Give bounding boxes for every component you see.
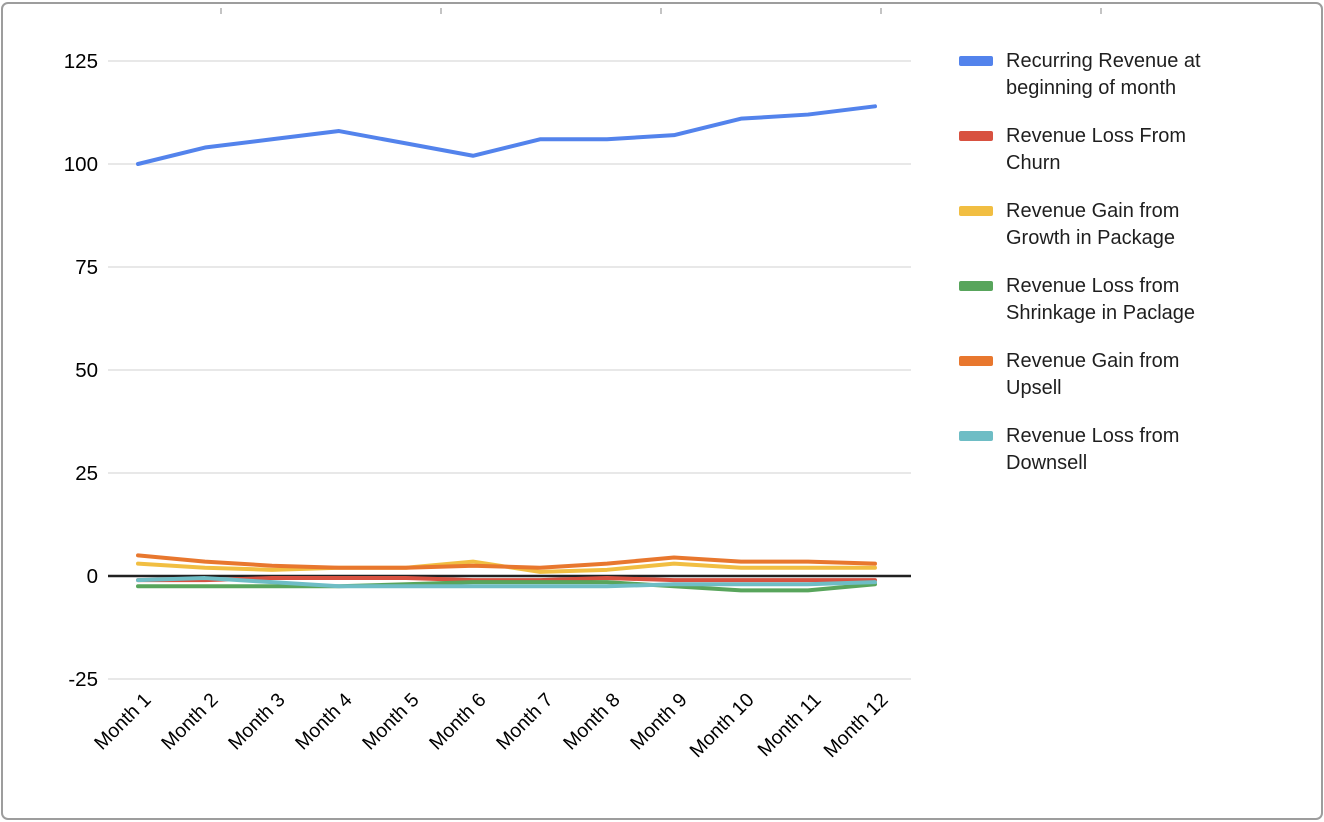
legend-label: Revenue Loss from Downsell bbox=[1006, 425, 1180, 474]
x-axis-tick-label: Month 4 bbox=[291, 689, 356, 754]
x-axis-tick-label: Month 3 bbox=[224, 689, 289, 754]
y-axis-tick-label: 0 bbox=[87, 565, 98, 588]
y-axis-tick-label: -25 bbox=[68, 668, 98, 691]
y-axis-tick-label: 25 bbox=[75, 462, 98, 485]
x-axis-tick-label: Month 8 bbox=[559, 689, 624, 754]
x-axis-tick-label: Month 11 bbox=[754, 689, 826, 761]
series-line bbox=[136, 580, 877, 593]
x-axis-tick-label: Month 6 bbox=[425, 689, 490, 754]
legend-entry-upsell: Revenue Gain from Upsell bbox=[959, 348, 1289, 402]
legend-label: Revenue Loss From Churn bbox=[1006, 125, 1187, 174]
legend-swatch-shrinkage bbox=[959, 281, 993, 291]
chart-legend: Recurring Revenue at beginning of month R… bbox=[959, 48, 1289, 477]
x-axis-tick-label: Month 5 bbox=[358, 689, 423, 754]
series-line bbox=[136, 553, 877, 570]
y-axis-tick-label: 125 bbox=[64, 50, 98, 73]
series-line bbox=[136, 576, 877, 583]
legend-label: Recurring Revenue at beginning of month bbox=[1006, 50, 1201, 99]
frame-tick bbox=[660, 8, 662, 14]
x-axis-tick-label: Month 7 bbox=[492, 689, 557, 754]
y-axis-tick-label: 50 bbox=[75, 359, 98, 382]
frame-tick bbox=[1100, 8, 1102, 14]
x-axis-tick-label: Month 2 bbox=[157, 689, 222, 754]
legend-swatch-growth bbox=[959, 206, 993, 216]
legend-entry-shrinkage: Revenue Loss from Shrinkage in Paclage bbox=[959, 273, 1289, 327]
legend-label: Revenue Loss from Shrinkage in Paclage bbox=[1006, 275, 1196, 324]
legend-swatch-upsell bbox=[959, 356, 993, 366]
frame-tick bbox=[220, 8, 222, 14]
x-axis-tick-label: Month 9 bbox=[626, 689, 691, 754]
legend-entry-churn: Revenue Loss From Churn bbox=[959, 123, 1289, 177]
legend-entry-downsell: Revenue Loss from Downsell bbox=[959, 423, 1289, 477]
y-axis-tick-label: 75 bbox=[75, 256, 98, 279]
legend-entry-growth: Revenue Gain from Growth in Package bbox=[959, 198, 1289, 252]
x-axis-tick-label: Month 1 bbox=[90, 689, 155, 754]
series-line bbox=[136, 104, 877, 166]
legend-label: Revenue Gain from Growth in Package bbox=[1006, 200, 1180, 249]
y-axis-tick-label: 100 bbox=[64, 153, 98, 176]
legend-label: Revenue Gain from Upsell bbox=[1006, 350, 1180, 399]
frame-tick bbox=[880, 8, 882, 14]
x-axis-tick-label: Month 12 bbox=[819, 689, 892, 762]
legend-swatch-downsell bbox=[959, 431, 993, 441]
legend-swatch-recurring-revenue bbox=[959, 56, 993, 66]
frame-tick bbox=[440, 8, 442, 14]
series-line bbox=[136, 576, 877, 589]
legend-swatch-churn bbox=[959, 131, 993, 141]
x-axis-tick-label: Month 10 bbox=[685, 689, 758, 762]
legend-entry-recurring-revenue: Recurring Revenue at beginning of month bbox=[959, 48, 1289, 102]
